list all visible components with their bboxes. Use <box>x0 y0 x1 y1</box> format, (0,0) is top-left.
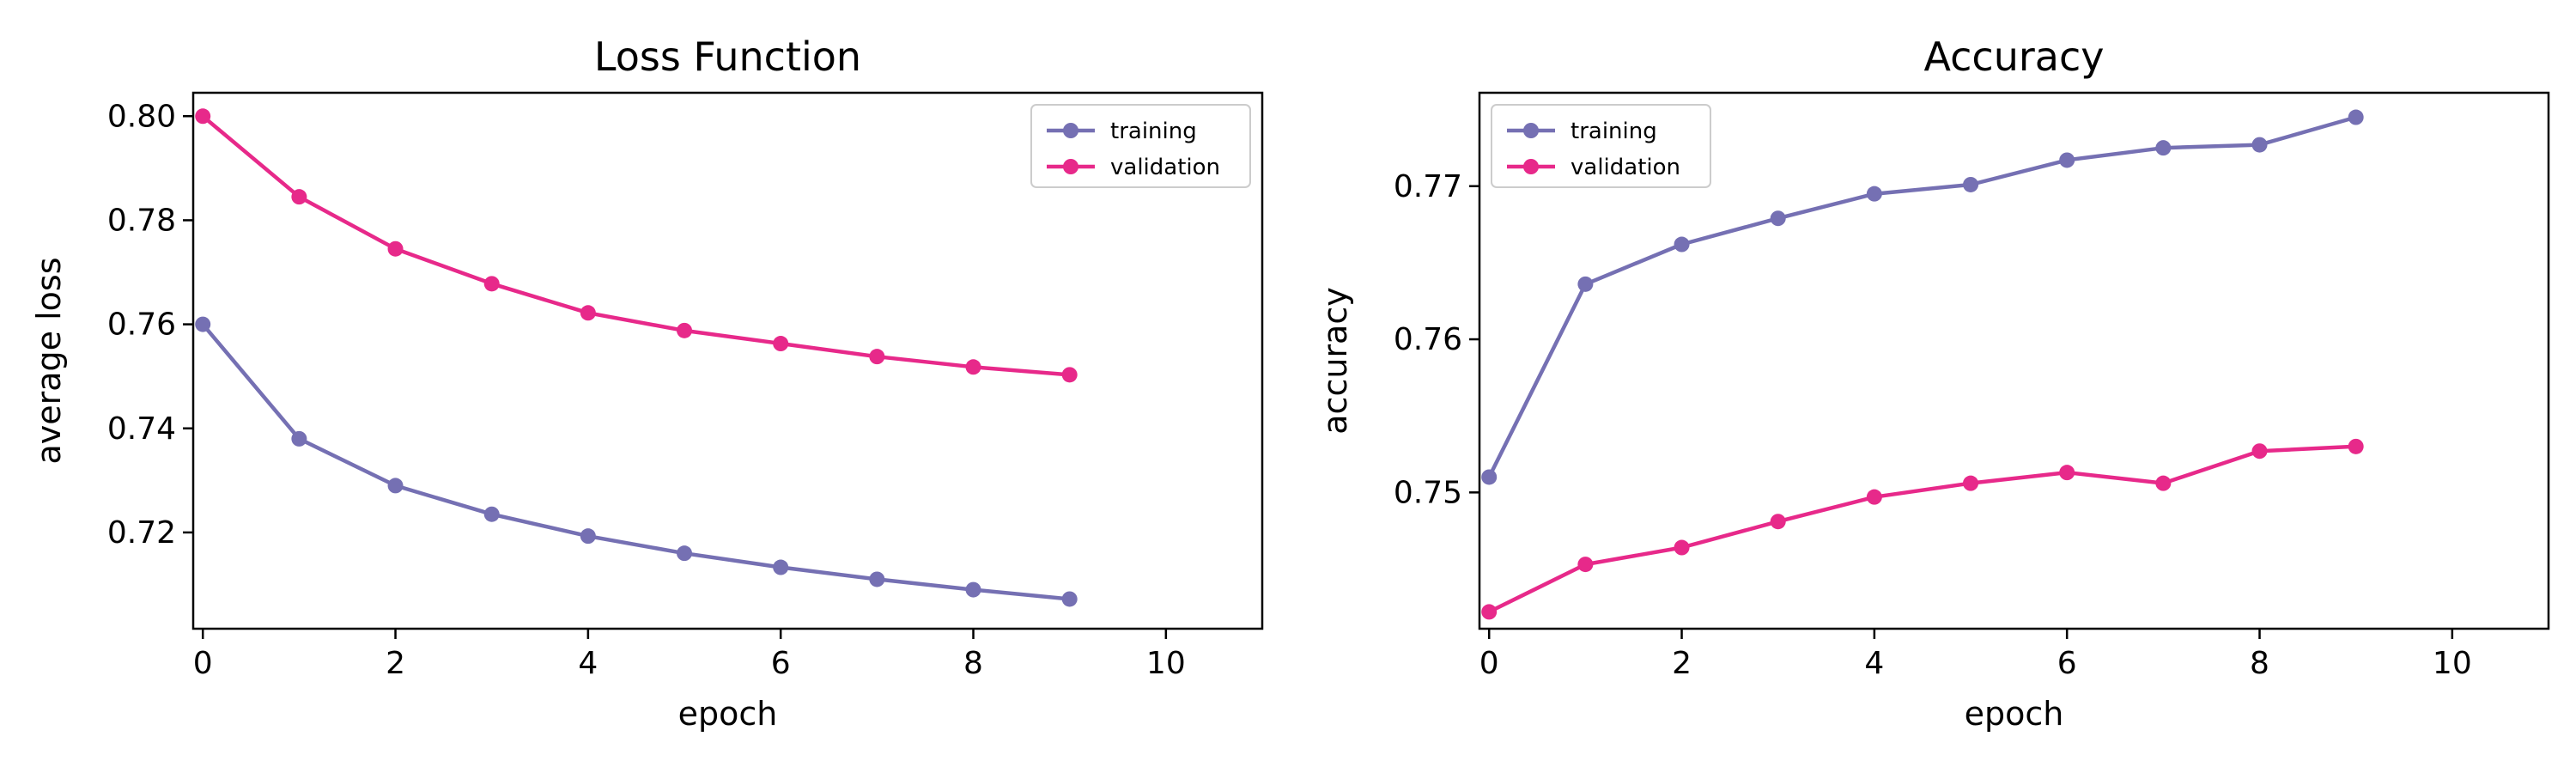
data-point-training <box>965 581 981 598</box>
data-point-validation <box>1963 475 1979 491</box>
data-point-training <box>1866 186 1882 202</box>
x-tick-label: 2 <box>386 646 405 681</box>
data-point-validation <box>1061 367 1078 383</box>
x-axis-label: epoch <box>678 695 778 733</box>
legend-item-validation: validation <box>1047 155 1220 180</box>
data-point-validation <box>869 349 885 365</box>
y-tick-label: 0.74 <box>107 411 176 447</box>
data-point-training <box>1963 176 1979 192</box>
series-line-validation <box>1488 444 2356 614</box>
data-point-training <box>1577 276 1594 292</box>
legend-marker <box>1523 159 1539 174</box>
axes-frame <box>1478 91 2550 630</box>
x-tick-label: 6 <box>2057 646 2077 681</box>
x-tick-label: 10 <box>1146 646 1186 681</box>
x-axis-label: epoch <box>1965 695 2064 733</box>
data-point-training <box>483 506 500 522</box>
data-point-validation <box>580 305 596 321</box>
data-point-training <box>869 571 885 587</box>
legend-item-training: training <box>1047 119 1197 144</box>
data-point-training <box>1770 210 1786 227</box>
legend-item-training: training <box>1507 119 1657 144</box>
data-point-training <box>773 559 789 575</box>
data-point-training <box>2251 137 2268 153</box>
data-point-validation <box>2348 438 2364 454</box>
data-point-training <box>2348 109 2364 125</box>
series-line-training <box>1487 115 2357 478</box>
y-tick-label: 0.78 <box>107 203 176 238</box>
legend-marker <box>1523 123 1539 138</box>
series-training <box>1481 109 2364 485</box>
series-validation <box>1481 438 2364 620</box>
y-tick-label: 0.72 <box>107 515 176 551</box>
data-point-training <box>2155 140 2172 156</box>
data-point-validation <box>677 322 693 338</box>
data-point-validation <box>291 189 307 205</box>
data-point-validation <box>773 336 789 352</box>
data-point-validation <box>2251 443 2268 460</box>
data-point-validation <box>2059 465 2075 481</box>
legend-label: validation <box>1110 155 1220 180</box>
legend-marker <box>1063 123 1078 138</box>
y-axis-label: accuracy <box>1316 287 1354 434</box>
data-point-training <box>1674 236 1690 253</box>
x-tick-label: 6 <box>771 646 791 681</box>
x-tick-label: 0 <box>193 646 213 681</box>
x-tick-label: 4 <box>1864 646 1884 681</box>
chart-title: Loss Function <box>594 33 861 80</box>
x-tick-label: 2 <box>1672 646 1692 681</box>
data-point-training <box>580 528 596 545</box>
data-point-training <box>195 316 211 332</box>
data-point-validation <box>1481 604 1498 620</box>
legend-item-validation: validation <box>1507 155 1680 180</box>
series-validation <box>195 108 1078 383</box>
x-tick-label: 8 <box>963 646 983 681</box>
y-tick-label: 0.75 <box>1394 475 1462 510</box>
legend-label: training <box>1571 119 1657 144</box>
x-tick-label: 4 <box>578 646 598 681</box>
legend-marker <box>1063 159 1078 174</box>
x-tick-label: 8 <box>2250 646 2269 681</box>
data-point-validation <box>965 359 981 375</box>
data-point-training <box>2059 152 2075 168</box>
series-training <box>195 316 1078 607</box>
series-line-validation <box>201 114 1070 377</box>
data-point-validation <box>1866 489 1882 505</box>
data-point-training <box>1061 591 1078 607</box>
data-point-training <box>1481 469 1498 485</box>
legend-label: validation <box>1571 155 1680 180</box>
data-point-validation <box>2155 475 2172 491</box>
axes-frame <box>191 91 1264 630</box>
x-tick-label: 0 <box>1479 646 1499 681</box>
legend: training validation <box>1030 104 1251 188</box>
chart-panel-2: 0 2 4 6 8 10 0.75 0.76 0.77 Accuracy epoch accuracy… <box>1316 33 2550 733</box>
series-line-training <box>201 323 1070 601</box>
chart-title: Accuracy <box>1923 33 2104 80</box>
y-tick-label: 0.77 <box>1394 169 1462 204</box>
legend-label: training <box>1110 119 1197 144</box>
y-axis-label: average loss <box>30 257 68 464</box>
data-point-validation <box>195 108 211 125</box>
data-point-validation <box>1674 539 1690 556</box>
x-tick-label: 10 <box>2433 646 2472 681</box>
legend: training validation <box>1491 104 1711 188</box>
chart-panel-1: 0 2 4 6 8 10 0.72 0.74 0.76 0.78 0.80 Loss Function… <box>30 33 1264 733</box>
data-point-training <box>291 430 307 447</box>
y-tick-label: 0.80 <box>107 99 176 134</box>
data-point-validation <box>1770 514 1786 530</box>
y-tick-label: 0.76 <box>107 307 176 343</box>
data-point-validation <box>483 276 500 292</box>
data-point-validation <box>1577 557 1594 573</box>
data-point-training <box>677 545 693 562</box>
y-tick-label: 0.76 <box>1394 322 1462 357</box>
data-point-validation <box>387 240 404 257</box>
data-point-training <box>387 478 404 494</box>
